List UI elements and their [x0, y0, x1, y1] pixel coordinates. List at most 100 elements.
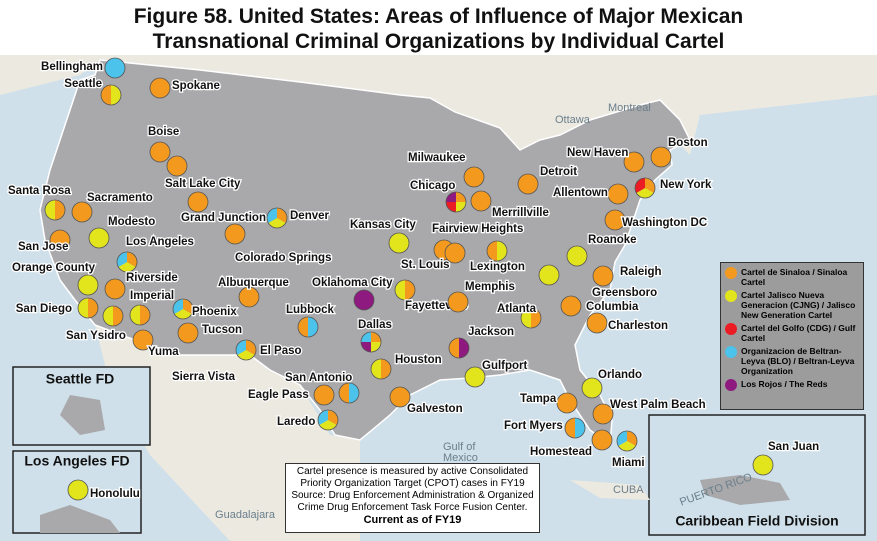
city-marker-outline [266, 207, 288, 229]
city-label: Spokane [172, 80, 220, 92]
city-label: St. Louis [401, 259, 450, 271]
city-marker-outline [149, 141, 171, 163]
seattle-land [60, 395, 105, 435]
cartel-slice [575, 418, 585, 438]
cartel-slice [118, 262, 136, 272]
city-marker-outline [338, 382, 360, 404]
cartel-slice [268, 218, 286, 228]
cartel-slice [456, 202, 466, 212]
cartel-slice [371, 342, 381, 352]
city-marker-outline [370, 358, 392, 380]
city-label: Fairview Heights [432, 223, 523, 235]
city-marker-outline [604, 209, 626, 231]
cartel-slice [605, 210, 625, 230]
city-label: Orlando [598, 369, 642, 381]
cartel-slice [45, 200, 55, 220]
cartel-slice [448, 292, 468, 312]
note-emphasis: Current as of FY19 [363, 514, 462, 526]
city-label: Fort Myers [504, 420, 563, 432]
map-label: Gulf of [443, 441, 476, 453]
city-marker-outline [129, 304, 151, 326]
cartel-slice [349, 383, 359, 403]
city-label: Kansas City [350, 219, 416, 231]
city-marker-outline [132, 329, 154, 351]
legend-label: Cartel de Sinaloa / Sinaloa Cartel [741, 267, 848, 287]
note: Cartel presence is measured by active Co… [285, 463, 540, 533]
legend-item: Cartel del Golfo (CDG) / Gulf Cartel [725, 323, 859, 343]
legend-swatch [725, 346, 737, 358]
city-label: El Paso [260, 345, 302, 357]
city-label: Columbia [586, 301, 639, 313]
city-label: Homestead [530, 446, 592, 458]
cartel-slice [449, 338, 459, 358]
cartel-slice [103, 306, 113, 326]
title-line: Transnational Criminal Organizations by … [152, 30, 725, 53]
cartel-slice [354, 290, 374, 310]
cartel-slice [464, 167, 484, 187]
city-marker-outline [394, 279, 416, 301]
cartel-slice [72, 202, 92, 222]
legend-swatch [725, 290, 737, 302]
city-marker-outline [224, 223, 246, 245]
city-marker-outline [447, 291, 469, 313]
map-label: Montreal [608, 102, 651, 114]
cartel-slice [395, 280, 405, 300]
city-marker-outline [297, 316, 319, 338]
cartel-slice [561, 296, 581, 316]
cartel-slice [624, 152, 644, 172]
city-label: Allentown [553, 187, 608, 199]
city-label: Oklahoma City [312, 277, 393, 289]
cartel-slice [445, 243, 465, 263]
city-marker-outline [166, 155, 188, 177]
legend-label: Los Rojos / The Reds [741, 379, 828, 389]
city-marker-outline [444, 242, 466, 264]
city-marker-outline [607, 183, 629, 205]
cartel-slice [140, 305, 150, 325]
city-label: Boise [148, 126, 179, 138]
city-marker-outline [104, 57, 126, 79]
city-marker-outline [67, 479, 89, 501]
city-label: Atlanta [497, 303, 537, 315]
map-label: Ottawa [555, 114, 591, 126]
city-marker-outline [235, 339, 257, 361]
city-label: Roanoke [588, 234, 637, 246]
city-marker-outline [464, 366, 486, 388]
city-marker-outline [564, 417, 586, 439]
cartel-slice [133, 330, 153, 350]
city-marker-outline [556, 392, 578, 414]
cartel-slice [55, 200, 65, 220]
city-label: New Haven [567, 147, 628, 159]
cartel-slice [101, 85, 111, 105]
cartel-slice [105, 279, 125, 299]
city-marker-outline [560, 295, 582, 317]
city-label: Houston [395, 354, 442, 366]
puerto-rico-land [700, 475, 790, 505]
city-marker-outline [520, 307, 542, 329]
city-label: San Jose [18, 241, 69, 253]
cartel-slice [371, 332, 381, 342]
city-marker-outline [238, 286, 260, 308]
city-marker-outline [177, 322, 199, 344]
cartel-slice [521, 308, 531, 328]
city-marker-outline [44, 199, 66, 221]
cartel-slice [587, 313, 607, 333]
city-marker-outline [566, 245, 588, 267]
cartel-slice [389, 233, 409, 253]
city-marker-outline [71, 201, 93, 223]
legend-item: Cartel Jalisco Nueva Generacion (CJNG) /… [725, 290, 859, 320]
city-marker-outline [49, 229, 71, 251]
city-marker-outline [581, 377, 603, 399]
cartel-slice [361, 342, 371, 352]
city-label: Greensboro [592, 287, 657, 299]
city-label: Chicago [410, 180, 455, 192]
map-label: Guadalajara [215, 509, 276, 521]
cartel-slice [446, 202, 456, 212]
legend-swatch [725, 267, 737, 279]
city-marker-outline [100, 84, 122, 106]
city-marker-outline [116, 251, 138, 273]
cartel-slice [497, 241, 507, 261]
cartel-slice [465, 367, 485, 387]
city-label: Honolulu [90, 488, 140, 500]
city-label: Washington DC [622, 217, 707, 229]
